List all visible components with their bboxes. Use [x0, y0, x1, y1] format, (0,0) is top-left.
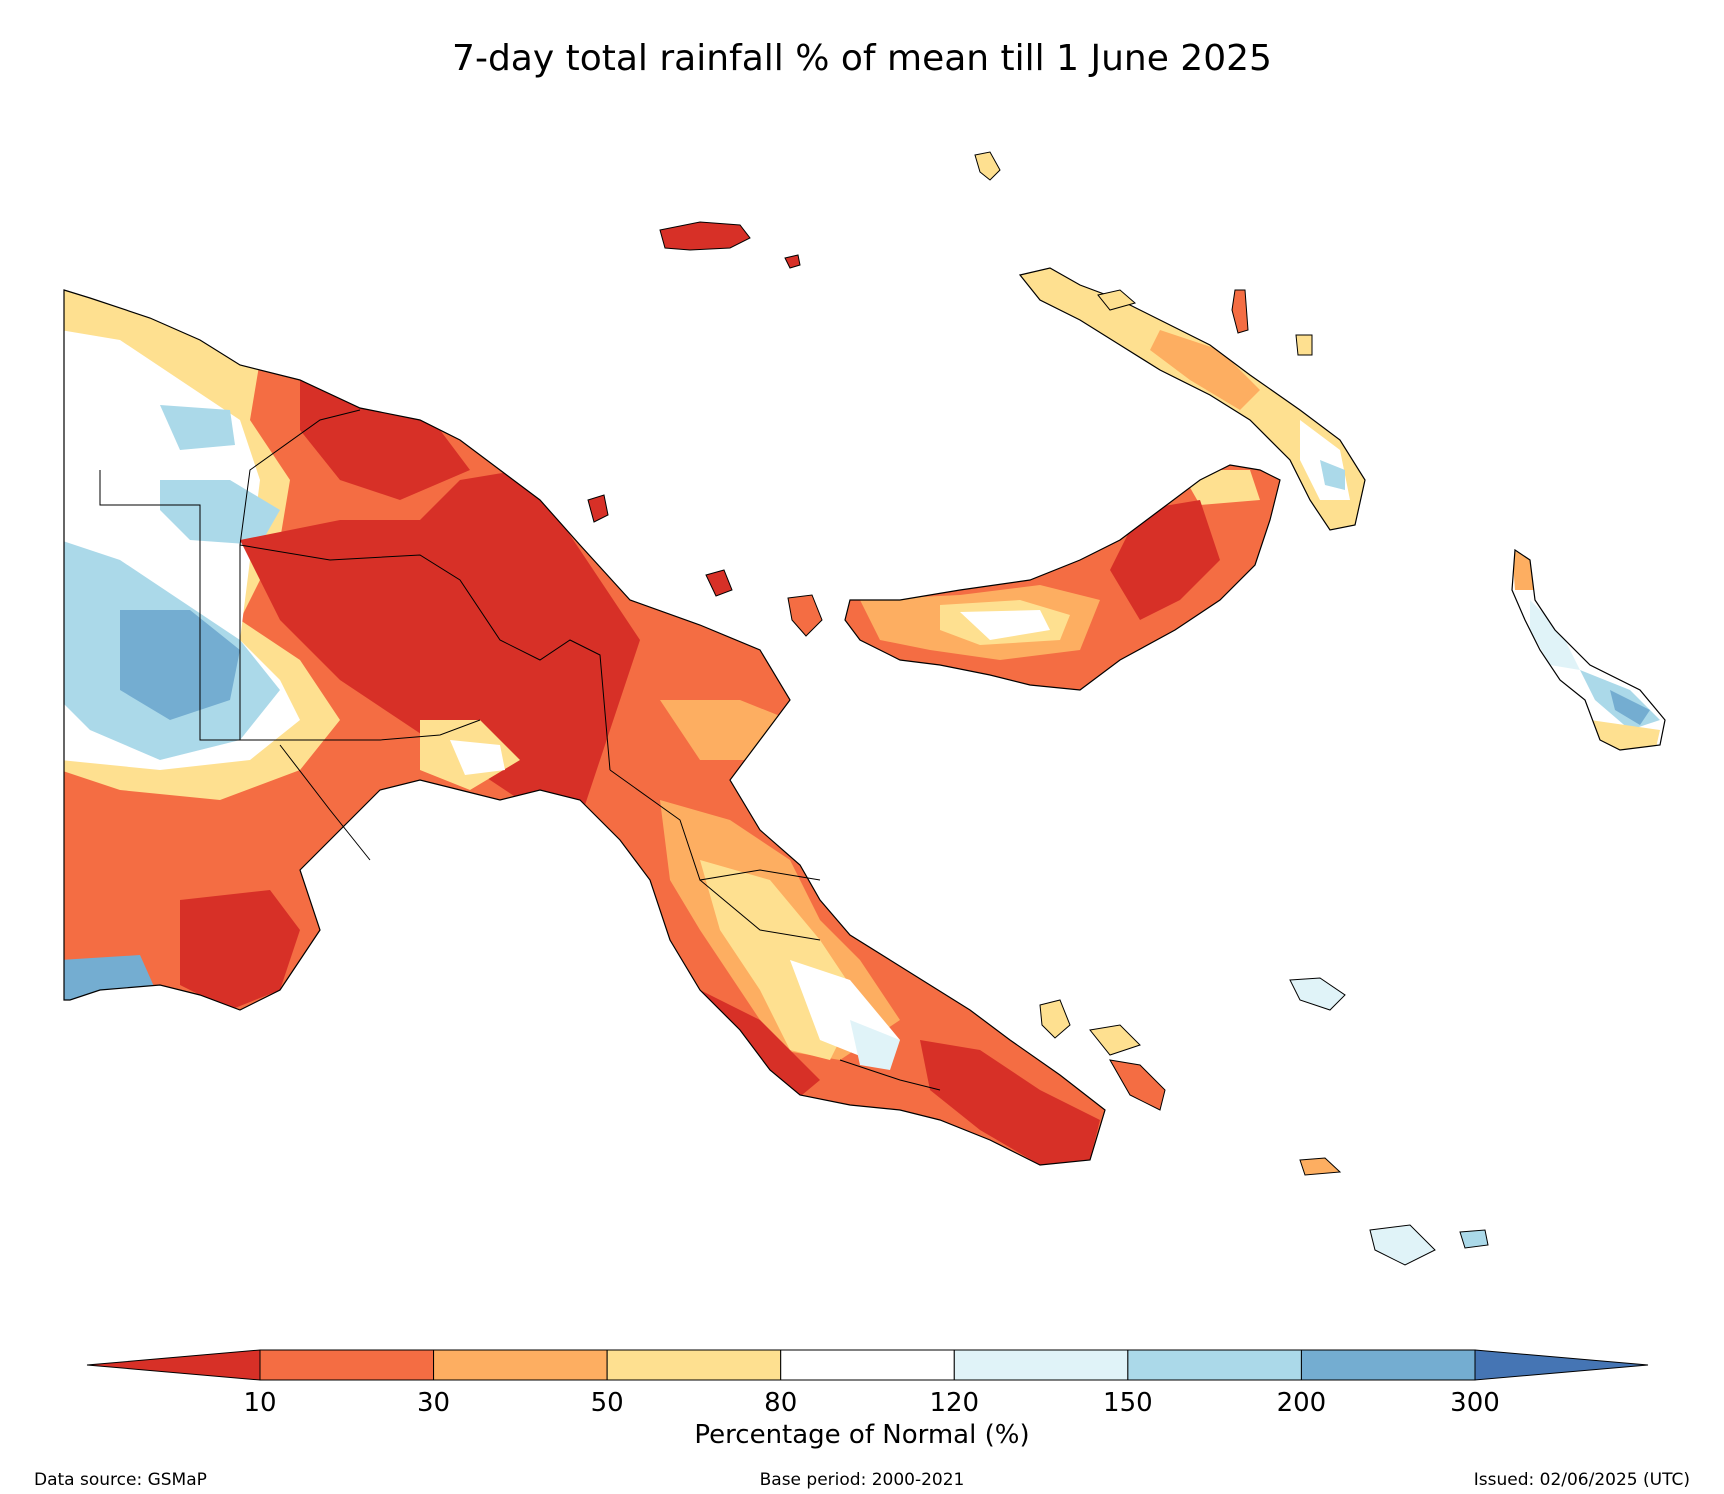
colorbar-under-arrow — [86, 1349, 261, 1381]
colorbar-tick-10: 10 — [243, 1388, 277, 1418]
colorbar-bin-80-120 — [780, 1349, 955, 1381]
colorbar-tick-50: 50 — [590, 1388, 624, 1418]
colorbar-bin-150-200 — [1127, 1349, 1302, 1381]
small-islands — [587, 151, 1489, 1266]
colorbar-tick-200: 200 — [1276, 1388, 1327, 1418]
colorbar-tick-300: 300 — [1450, 1388, 1500, 1418]
data-source: Data source: GSMaP — [34, 1470, 207, 1490]
mainland-png — [63, 289, 1106, 1166]
colorbar-bin-200-300 — [1300, 1349, 1476, 1381]
colorbar-tick-120: 120 — [929, 1388, 980, 1418]
colorbar-bin-50-80 — [606, 1349, 782, 1381]
base-period: Base period: 2000-2021 — [759, 1470, 965, 1490]
colorbar-bin-30-50 — [433, 1349, 608, 1381]
map-title: 7-day total rainfall % of mean till 1 Ju… — [452, 38, 1272, 79]
colorbar-tick-30: 30 — [417, 1388, 451, 1418]
new-britain-island — [844, 464, 1281, 691]
colorbar-bin-120-150 — [953, 1349, 1129, 1381]
colorbar — [86, 1349, 1649, 1381]
manus-island — [659, 221, 801, 269]
bougainville-island — [1511, 548, 1666, 751]
issued-date: Issued: 02/06/2025 (UTC) — [1473, 1470, 1690, 1490]
colorbar-tick-80: 80 — [764, 1388, 798, 1418]
colorbar-label: Percentage of Normal (%) — [694, 1420, 1030, 1450]
colorbar-tick-150: 150 — [1103, 1388, 1153, 1418]
colorbar-over-arrow — [1474, 1349, 1649, 1381]
colorbar-bin-10-30 — [259, 1349, 435, 1381]
